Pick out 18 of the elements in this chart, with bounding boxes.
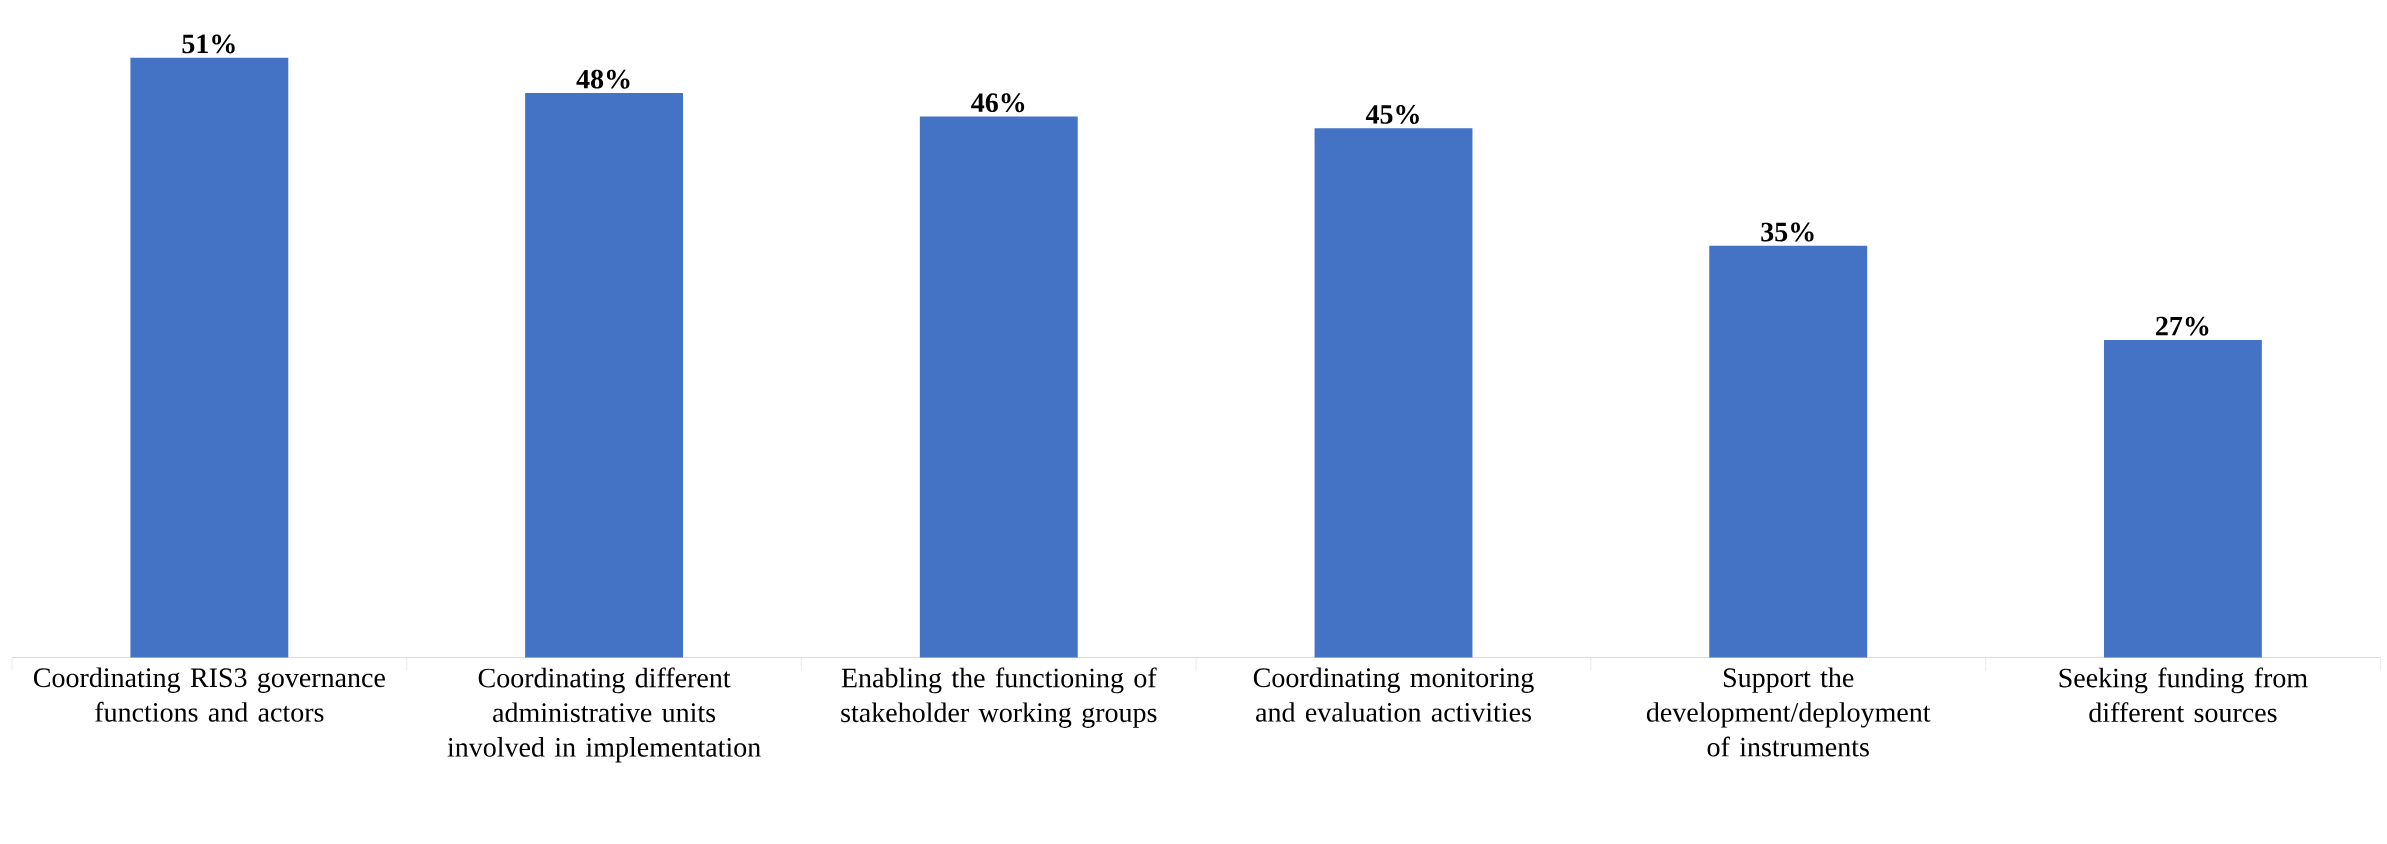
bar: [130, 57, 289, 658]
x-tick-label: Coordinating different administrative units involved in implementation: [447, 667, 761, 763]
x-tick-label: Coordinating monitoring and evaluation activities: [1253, 667, 1534, 722]
x-tick-label: Support the development/deployment of instruments: [1646, 667, 1931, 757]
x-tick-label: Seeking funding from different sources: [2059, 667, 2308, 723]
data-label: 35%: [1761, 222, 1814, 242]
bar: [1314, 128, 1473, 658]
x-tick-label: Coordinating RIS3 governance functions and actors: [33, 667, 385, 722]
bar: [919, 116, 1078, 658]
data-label: 48%: [576, 69, 630, 89]
data-label: 27%: [2156, 316, 2209, 336]
bar: [2103, 339, 2262, 658]
bar: [1709, 245, 1868, 658]
bar: [525, 92, 684, 658]
x-tick-label: Enabling the functioning of stakeholder working groups: [841, 667, 1157, 728]
data-label: 46%: [971, 93, 1025, 113]
data-label: 51%: [182, 34, 235, 54]
data-label: 45%: [1365, 104, 1419, 124]
